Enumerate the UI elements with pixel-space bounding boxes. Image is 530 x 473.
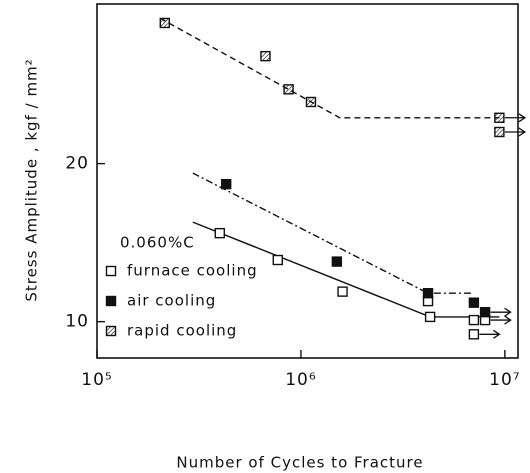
legend-label: rapid cooling	[127, 322, 237, 340]
marker	[494, 126, 505, 138]
runout-arrow	[504, 127, 527, 137]
plot-frame	[96, 3, 519, 359]
marker	[305, 96, 317, 108]
marker	[214, 227, 225, 239]
legend-label: furnace cooling	[127, 262, 258, 280]
marker	[331, 256, 343, 267]
marker	[337, 286, 348, 297]
marker	[468, 314, 480, 326]
runout-arrow	[479, 329, 501, 339]
marker	[424, 311, 436, 323]
marker	[494, 112, 505, 123]
fit-line	[159, 17, 500, 119]
x-axis-label: Number of Cycles to Fracture	[176, 454, 423, 472]
marker	[468, 329, 480, 340]
y-tick-label: 10	[65, 312, 89, 332]
marker	[422, 288, 434, 299]
marker	[479, 306, 491, 318]
legend-marker	[105, 295, 117, 307]
x-tick-label: 10⁷	[489, 370, 520, 390]
runout-arrow	[504, 113, 527, 123]
legend-title: 0.060%C	[120, 234, 195, 252]
marker	[283, 84, 294, 95]
y-axis-label: Stress Amplitude , kgf / mm²	[23, 58, 41, 301]
legend-marker	[105, 325, 117, 337]
marker	[272, 254, 283, 266]
x-tick-label: 10⁶	[285, 370, 316, 390]
x-tick-label: 10⁵	[81, 370, 112, 390]
marker	[260, 50, 271, 62]
runout-arrow	[490, 315, 512, 325]
marker	[220, 178, 232, 190]
legend-marker	[105, 265, 117, 277]
runout-arrow	[490, 307, 512, 317]
marker	[468, 297, 480, 308]
y-tick-label: 20	[65, 154, 89, 174]
legend-label: air cooling	[127, 292, 216, 310]
marker	[159, 17, 170, 29]
